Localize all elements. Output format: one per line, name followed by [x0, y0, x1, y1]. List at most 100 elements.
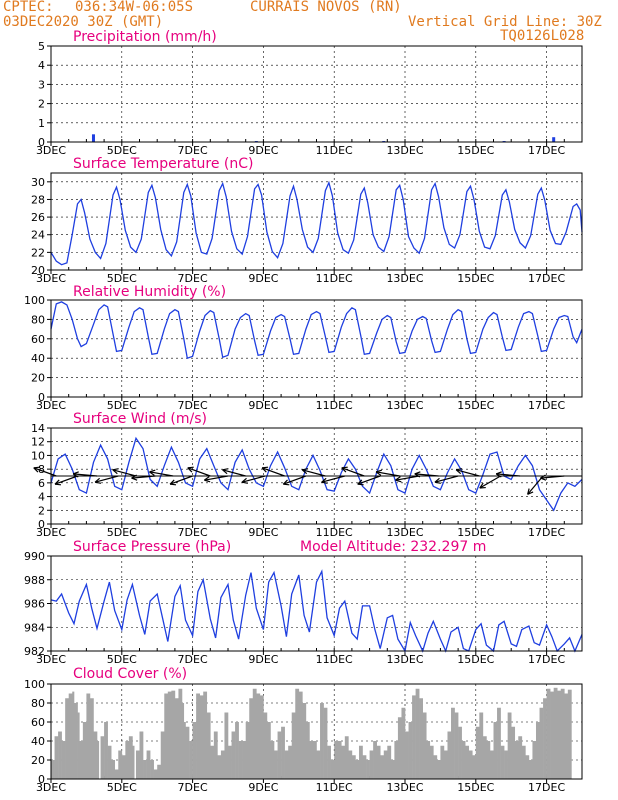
cloud-bar — [224, 712, 229, 779]
y-tick-label: 20 — [31, 754, 45, 767]
cloud-bar — [351, 755, 356, 779]
cloud-bar — [153, 769, 158, 779]
cloud-bar — [291, 712, 296, 779]
cloud-bar — [497, 707, 501, 779]
wind-vector-head — [131, 474, 137, 479]
wind-vector — [54, 475, 78, 485]
x-tick-label: 5DEC — [107, 526, 137, 539]
x-tick-label: 5DEC — [107, 272, 137, 285]
cloud-bar — [553, 687, 558, 779]
wind-vector — [540, 475, 565, 479]
y-tick-label: 5 — [38, 40, 45, 53]
cloud-bar — [178, 688, 183, 779]
x-tick-label: 11DEC — [316, 526, 353, 539]
humidity-title: Relative Humidity (%) — [73, 284, 227, 300]
x-tick-label: 11DEC — [316, 399, 353, 412]
y-tick-label: 0 — [38, 518, 45, 531]
y-tick-label: 100 — [24, 294, 45, 307]
wind-vector-head — [341, 466, 348, 469]
wind-vector-head — [112, 468, 119, 471]
x-tick-label: 11DEC — [316, 144, 353, 157]
wind-vector — [479, 475, 501, 489]
wind-vector-head — [204, 479, 211, 483]
cloud-bar — [270, 741, 275, 779]
header-org: CPTEC: — [3, 0, 54, 15]
wind-vector-head — [301, 469, 308, 475]
cloud-bar — [373, 741, 377, 779]
x-tick-label: 5DEC — [107, 653, 137, 666]
pressure-title: Surface Pressure (hPa) — [73, 539, 232, 555]
cloud-bar — [256, 693, 261, 779]
cloud-bar — [341, 745, 346, 779]
wind-vector — [395, 475, 420, 481]
wind-vector — [169, 475, 193, 485]
cloud-bar — [486, 741, 491, 779]
wind-vector-head — [321, 477, 327, 483]
wind-vector-head — [456, 468, 463, 471]
wind-vector-head — [169, 483, 177, 486]
x-tick-label: 5DEC — [107, 144, 137, 157]
cloud-bar — [539, 707, 544, 779]
cloud-bar — [419, 698, 423, 779]
y-tick-label: 0 — [38, 136, 45, 149]
cloud-bar — [436, 760, 441, 779]
wind-vector — [456, 469, 480, 477]
cloud-bar — [61, 741, 66, 779]
panel-5: 0 20 40 60 80 100 3DEC 5DEC 7DEC 9DEC 11DEC 13DEC 15… — [24, 678, 583, 794]
x-tick-label: 15DEC — [457, 653, 494, 666]
cloud-bar — [511, 726, 516, 779]
cloud-bar — [139, 731, 144, 779]
cloud-bar — [514, 741, 519, 779]
wind-vector-head — [241, 481, 248, 484]
wind-vector-head — [455, 469, 462, 475]
wind-vector-head — [283, 483, 290, 486]
x-tick-label: 9DEC — [248, 272, 278, 285]
x-tick-label: 3DEC — [36, 526, 66, 539]
cloud-bar — [366, 760, 370, 779]
cloud-bar — [500, 745, 505, 779]
cloud-bar — [284, 750, 289, 779]
wind-vector-head — [261, 467, 267, 473]
wind-vector-head — [187, 467, 193, 473]
cloud-bar — [121, 755, 126, 779]
wind-vector-head — [395, 476, 401, 481]
cloud-bar — [164, 693, 169, 779]
cloud-bar — [217, 755, 222, 779]
cloud-bar — [316, 750, 321, 779]
wind-vector-head — [375, 471, 382, 476]
header-grid-note: Vertical Grid Line: 30Z — [408, 14, 602, 30]
cloud-bar — [518, 736, 523, 779]
y-tick-label: 982 — [24, 645, 45, 658]
y-tick-label: 30 — [31, 176, 45, 189]
x-tick-label: 15DEC — [457, 526, 494, 539]
wind-vector — [261, 467, 285, 477]
cloud-bar — [387, 745, 392, 779]
y-tick-label: 22 — [31, 246, 45, 259]
cloud-bar — [337, 741, 342, 779]
wind-vector — [33, 467, 57, 477]
cloud-bar — [146, 750, 151, 779]
wind-vector-head — [54, 483, 62, 486]
cloud-bar — [93, 731, 98, 779]
cloud-bar — [210, 745, 215, 779]
cloud-bar — [302, 703, 307, 779]
wind-vector — [527, 475, 544, 495]
x-tick-label: 7DEC — [178, 781, 208, 794]
x-tick-label: 3DEC — [36, 272, 66, 285]
x-tick-label: 7DEC — [178, 272, 208, 285]
wind-vector-head — [395, 479, 402, 483]
y-tick-label: 1 — [38, 117, 45, 130]
panel-2: 0 20 40 60 80 100 3DEC 5DEC 7DEC 9DEC 11DEC 13DEC 15… — [24, 294, 583, 412]
cloud-bar — [564, 693, 569, 779]
cloud-bar — [183, 722, 186, 779]
wind-vector — [357, 475, 381, 485]
cloud-bar — [482, 736, 487, 779]
x-tick-label: 3DEC — [36, 781, 66, 794]
cloud-bar — [242, 741, 246, 779]
cloud-bar — [203, 691, 208, 779]
y-tick-label: 100 — [24, 678, 45, 691]
series-line — [50, 436, 583, 512]
wind-vector — [204, 475, 229, 481]
cloud-bar — [249, 698, 254, 779]
wind-vector-head — [527, 491, 534, 495]
